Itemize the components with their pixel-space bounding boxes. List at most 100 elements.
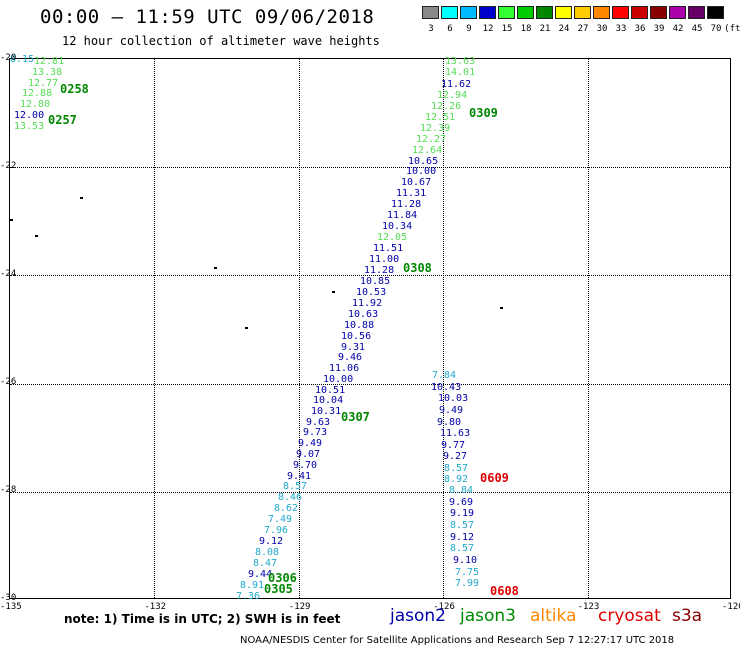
colorbar-tick-label: 24: [558, 24, 570, 34]
wave-height-value: 11.28: [364, 265, 395, 276]
wave-height-value: 10.00: [406, 166, 437, 177]
wave-height-value: 10.85: [360, 276, 391, 287]
island-mark: [245, 327, 248, 329]
wave-height-value: 11.84: [387, 210, 418, 221]
colorbar-swatch: [422, 6, 439, 19]
page-subtitle: 12 hour collection of altimeter wave hei…: [62, 34, 380, 48]
wave-height-value: 9.10: [453, 555, 478, 566]
island-mark: [80, 197, 83, 199]
longitude-label: -123: [577, 602, 600, 612]
longitude-gridline: [154, 59, 156, 598]
longitude-label: -135: [0, 602, 22, 612]
wave-height-value: 12.05: [377, 232, 408, 243]
wave-height-value: 9.31: [341, 342, 366, 353]
pass-time-label: 0308: [403, 261, 432, 275]
wave-height-value: 11.51: [373, 243, 404, 254]
wave-height-value: 12.51: [425, 112, 456, 123]
latitude-gridline: [10, 275, 730, 277]
wave-height-value: 8.57: [283, 481, 308, 492]
wave-height-value: 10.43: [431, 382, 462, 393]
colorbar-tick-label: 6: [447, 24, 453, 34]
footer-credit: NOAA/NESDIS Center for Satellite Applica…: [240, 635, 675, 646]
island-mark: [332, 291, 335, 293]
colorbar-swatch: [479, 6, 496, 19]
pass-time-label: 0309: [469, 106, 498, 120]
wave-height-value: 8.47: [253, 558, 278, 569]
wave-height-value: 10.67: [401, 177, 432, 188]
satellite-label-s3a: s3a: [672, 606, 703, 626]
page-title: 00:00 – 11:59 UTC 09/06/2018: [40, 6, 375, 28]
wave-height-value: 12.94: [437, 90, 468, 101]
latitude-gridline: [10, 491, 730, 493]
longitude-gridline: [443, 59, 445, 598]
wave-height-value: 9.49: [439, 405, 464, 416]
wave-height-value: 7.84: [432, 370, 457, 381]
colorbar-swatch: [555, 6, 572, 19]
wave-height-value: 10.88: [344, 320, 375, 331]
wave-height-value: 9.41: [287, 471, 312, 482]
colorbar-swatch: [441, 6, 458, 19]
wave-height-value: 10.34: [382, 221, 413, 232]
wave-height-value: 10.63: [348, 309, 379, 320]
wave-height-value: 9.27: [443, 451, 468, 462]
wave-height-value: 12.77: [28, 78, 59, 89]
latitude-label: -30: [0, 593, 17, 603]
pass-time-label: 0608: [490, 584, 519, 598]
colorbar-tick-label: 33: [615, 24, 627, 34]
wave-height-value: 9.19: [450, 508, 475, 519]
island-mark: [500, 307, 503, 309]
wave-height-value: 10.03: [438, 393, 469, 404]
wave-height-value: 10.53: [356, 287, 387, 298]
colorbar-swatch: [536, 6, 553, 19]
wave-height-value: 9.77: [441, 440, 466, 451]
wave-height-value: 9.49: [298, 438, 323, 449]
wave-height-value: 12.80: [20, 99, 51, 110]
wave-height-value: 10.31: [311, 406, 342, 417]
wave-height-value: 12.00: [14, 110, 45, 121]
colorbar-tick-label: 42: [672, 24, 684, 34]
island-mark: [10, 219, 13, 221]
wave-height-value: 9.44: [248, 569, 273, 580]
colorbar-tick-label: 21: [539, 24, 551, 34]
latitude-gridline: [10, 383, 730, 385]
wave-height-value: 12.26: [431, 101, 462, 112]
colorbar-tick-label: 45: [691, 24, 703, 34]
wave-height-value: 8.08: [255, 547, 280, 558]
wave-height-value: 14.01: [445, 67, 476, 78]
pass-time-label: 0307: [341, 410, 370, 424]
wave-height-value: 8.91: [240, 580, 265, 591]
wave-height-value: 9.80: [437, 417, 462, 428]
wave-height-value: 10.56: [341, 331, 372, 342]
wave-height-value: 10.65: [408, 156, 439, 167]
latitude-label: -24: [0, 269, 17, 279]
colorbar-tick-label: 12: [482, 24, 494, 34]
colorbar-tick-label: 30: [596, 24, 608, 34]
colorbar-tick-label: 36: [634, 24, 646, 34]
longitude-gridline: [298, 59, 300, 598]
note-text: note: 1) Time is in UTC; 2) SWH is in fe…: [64, 612, 341, 626]
longitude-label: -120: [722, 602, 740, 612]
longitude-label: -132: [144, 602, 167, 612]
wave-height-value: 9.70: [293, 460, 318, 471]
satellite-label-jason3: jason3: [460, 606, 516, 626]
wave-height-value: 8.62: [274, 503, 299, 514]
wave-height-value: 12.39: [420, 123, 451, 134]
wave-height-value: 9.73: [303, 427, 328, 438]
wave-height-value: 8.84: [449, 485, 474, 496]
wave-height-value: 11.00: [369, 254, 400, 265]
wave-height-value: 7.75: [455, 567, 480, 578]
satellite-label-cryosat: cryosat: [598, 606, 661, 626]
wave-height-value: 8.57: [450, 543, 475, 554]
colorbar-tick-label: 15: [501, 24, 513, 34]
map-panel: 12.81 13.38 12.77 12.88 12.80 12.00 13.53 13.63…: [9, 54, 731, 602]
colorbar-swatch: [707, 6, 724, 19]
island-mark: [214, 267, 217, 269]
pass-time-label: 0257: [48, 113, 77, 127]
wave-height-value: 12.64: [412, 145, 443, 156]
wave-height-value: 13.63: [445, 56, 476, 67]
latitude-label: -20: [0, 53, 17, 63]
pass-time-label: 0258: [60, 82, 89, 96]
colorbar-tick-label: 39: [653, 24, 665, 34]
wave-height-value: 8.57: [444, 463, 469, 474]
wave-height-value: 10.00: [323, 374, 354, 385]
